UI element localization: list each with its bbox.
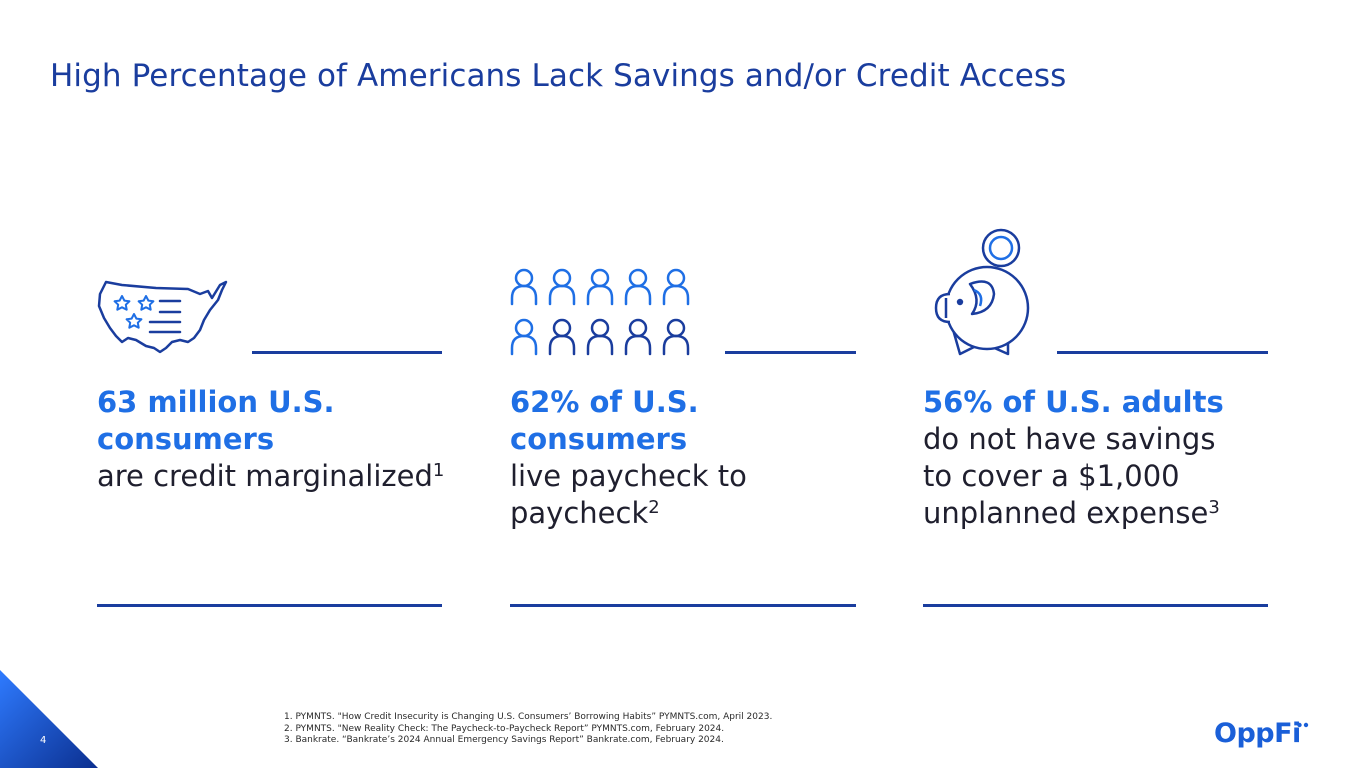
divider-top-1 <box>252 351 442 354</box>
footnote-ref: 3 <box>1208 497 1220 518</box>
footnote-ref: 2 <box>648 497 660 518</box>
stat-paycheck-to-paycheck: 62% of U.S. consumers live paycheck to p… <box>510 384 760 532</box>
stat-text: live paycheck to paycheck <box>510 459 747 530</box>
slide-title: High Percentage of Americans Lack Saving… <box>50 58 1067 94</box>
footnote-1: 1. PYMNTS. "How Credit Insecurity is Cha… <box>284 712 773 722</box>
stat-text: are credit marginalized <box>97 459 433 493</box>
stat-text: do not have savings to cover a $1,000 un… <box>923 422 1216 530</box>
footnotes: 1. PYMNTS. "How Credit Insecurity is Cha… <box>284 712 772 747</box>
footnote-2: 2. PYMNTS. "New Reality Check: The Paych… <box>284 723 725 734</box>
us-map-icon <box>97 280 228 354</box>
divider-bottom-1 <box>97 604 442 607</box>
oppfi-logo: OppFi <box>1214 718 1301 749</box>
piggy-bank-icon <box>934 228 1030 356</box>
corner-accent <box>0 670 98 768</box>
divider-bottom-2 <box>510 604 856 607</box>
footnote-ref: 1 <box>432 460 445 481</box>
stat-savings: 56% of U.S. adults do not have savings t… <box>923 384 1273 532</box>
divider-top-2 <box>725 351 856 354</box>
stat-highlight: 56% of U.S. adults <box>923 385 1224 419</box>
page-number: 4 <box>40 735 47 746</box>
footnote-3: 3. Bankrate. “Bankrate’s 2024 Annual Eme… <box>284 735 724 745</box>
stat-highlight: 63 million U.S. consumers <box>97 385 335 456</box>
divider-top-3 <box>1057 351 1268 354</box>
divider-bottom-3 <box>923 604 1268 607</box>
stat-credit-marginalized: 63 million U.S. consumers are credit mar… <box>97 384 457 495</box>
logo-dots <box>1297 722 1309 728</box>
people-group-icon <box>510 268 690 356</box>
stat-highlight: 62% of U.S. consumers <box>510 385 699 456</box>
